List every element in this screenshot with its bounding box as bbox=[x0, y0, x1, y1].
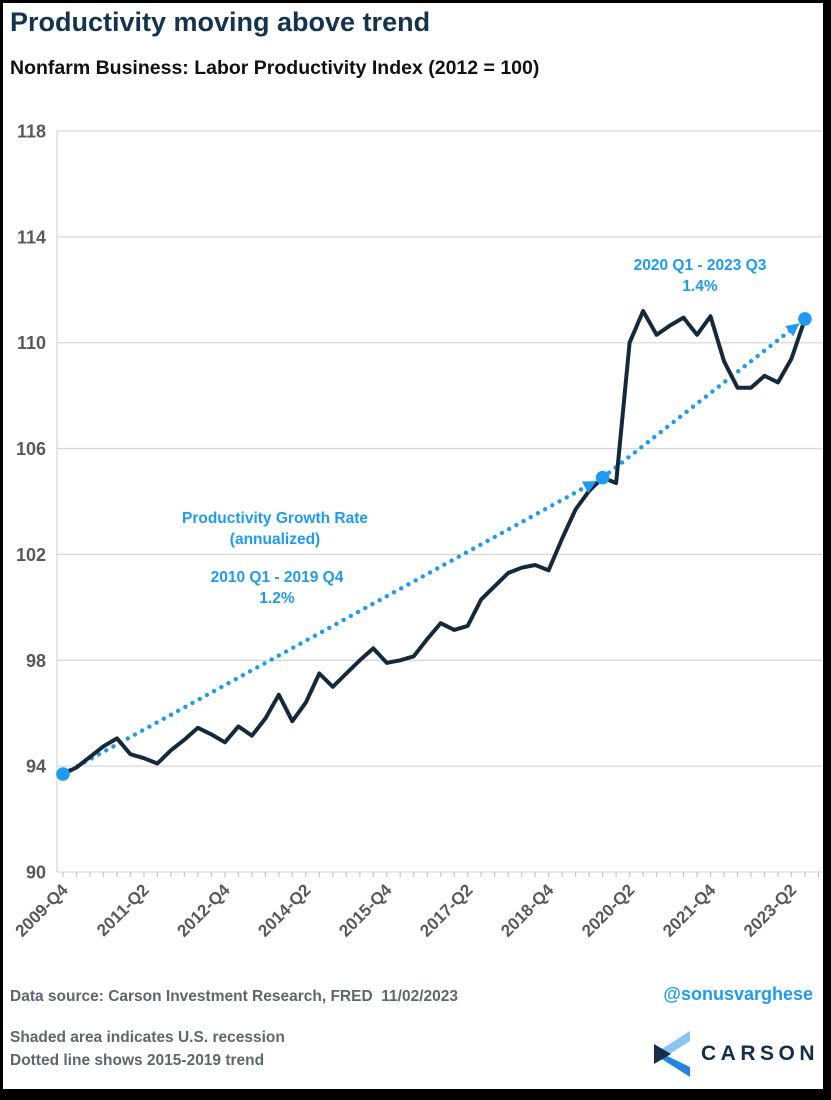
screen-edge-top bbox=[0, 0, 831, 3]
svg-text:114: 114 bbox=[17, 227, 46, 247]
trend-lines bbox=[60, 327, 793, 777]
trend-growth-annotation: Productivity Growth Rate (annualized) bbox=[182, 508, 368, 550]
trend-growth-annotation-line2: (annualized) bbox=[229, 531, 321, 548]
carson-logo: CARSON bbox=[654, 1031, 819, 1077]
trend2-annotation: 2020 Q1 - 2023 Q3 1.4% bbox=[634, 255, 767, 297]
trend2-rate: 1.4% bbox=[682, 278, 718, 295]
svg-text:2014-Q2: 2014-Q2 bbox=[254, 880, 314, 940]
svg-text:2011-Q2: 2011-Q2 bbox=[93, 880, 153, 940]
social-handle: @sonusvarghese bbox=[663, 984, 813, 1004]
screen-edge-bottom bbox=[0, 1089, 831, 1100]
svg-text:118: 118 bbox=[17, 122, 46, 142]
trend-arrowhead bbox=[785, 323, 800, 337]
x-axis-ticks bbox=[62, 872, 820, 877]
page-title: Productivity moving above trend bbox=[10, 7, 431, 37]
trend1-rate: 1.2% bbox=[259, 590, 295, 607]
svg-text:2015-Q4: 2015-Q4 bbox=[335, 880, 396, 941]
data-source-text: Data source: Carson Investment Research,… bbox=[10, 988, 458, 1005]
screen-edge-right bbox=[823, 0, 831, 1100]
svg-text:2017-Q2: 2017-Q2 bbox=[416, 880, 476, 940]
trend-endpoint-dot bbox=[56, 767, 70, 781]
svg-text:90: 90 bbox=[26, 863, 46, 883]
trend-endpoint-dot bbox=[595, 470, 610, 485]
svg-text:102: 102 bbox=[16, 545, 46, 565]
y-gridlines bbox=[57, 130, 822, 873]
svg-text:2012-Q4: 2012-Q4 bbox=[173, 880, 234, 941]
trend2-range: 2020 Q1 - 2023 Q3 bbox=[633, 257, 767, 274]
trend-arrowhead bbox=[581, 481, 597, 494]
footnote-trend: Dotted line shows 2015-2019 trend bbox=[10, 1052, 265, 1069]
svg-text:2018-Q4: 2018-Q4 bbox=[497, 880, 558, 941]
svg-text:94: 94 bbox=[26, 757, 46, 777]
screen-edge-left bbox=[0, 0, 3, 1100]
trend-dotted-line bbox=[600, 327, 793, 480]
svg-text:106: 106 bbox=[16, 439, 46, 459]
svg-text:2020-Q2: 2020-Q2 bbox=[578, 880, 638, 940]
y-axis-labels: 90 94 98 102 106 110 114 118 bbox=[16, 122, 46, 883]
trend-endpoint-dot bbox=[798, 312, 812, 326]
svg-text:2009-Q4: 2009-Q4 bbox=[12, 880, 73, 941]
svg-text:98: 98 bbox=[26, 651, 46, 671]
trend-growth-annotation-line1: Productivity Growth Rate bbox=[181, 510, 369, 527]
svg-text:2021-Q4: 2021-Q4 bbox=[659, 880, 720, 941]
trend1-annotation: 2010 Q1 - 2019 Q4 1.2% bbox=[211, 567, 344, 609]
svg-text:2023-Q2: 2023-Q2 bbox=[740, 880, 800, 940]
svg-text:110: 110 bbox=[17, 333, 46, 353]
trend-dotted-line bbox=[60, 484, 590, 777]
carson-logo-icon bbox=[654, 1031, 690, 1077]
productivity-line bbox=[61, 309, 807, 777]
carson-logo-text: CARSON bbox=[701, 1042, 820, 1065]
chart-subtitle: Nonfarm Business: Labor Productivity Ind… bbox=[10, 57, 540, 79]
footnote-recession: Shaded area indicates U.S. recession bbox=[10, 1029, 285, 1046]
x-tick-labels: 2009-Q4 2011-Q2 2012-Q4 2014-Q2 2015-Q4 2017-… bbox=[12, 880, 801, 941]
trend1-range: 2010 Q1 - 2019 Q4 bbox=[210, 569, 344, 586]
productivity-chart: 90 94 98 102 106 110 114 118 2009-Q4 2011-Q2 2012-… bbox=[12, 122, 822, 941]
